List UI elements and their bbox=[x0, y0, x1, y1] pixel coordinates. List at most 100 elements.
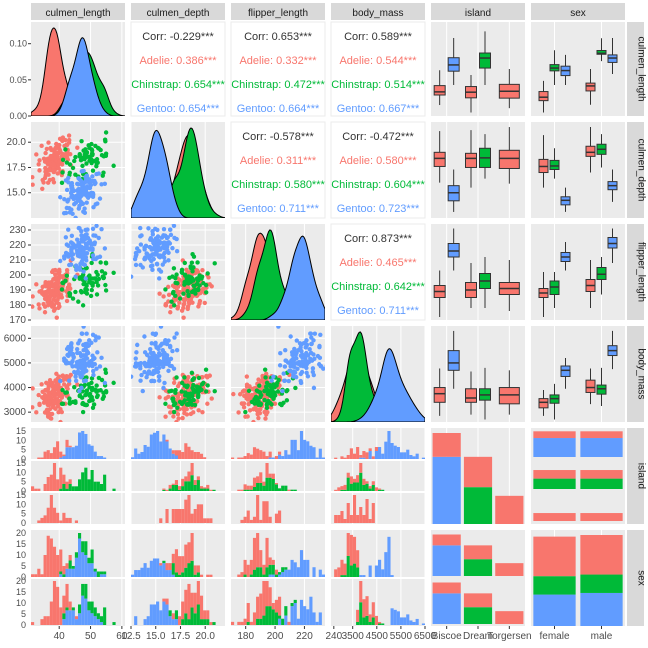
bar-Adelie bbox=[533, 431, 576, 439]
hist-bar-Gentoo bbox=[284, 569, 288, 577]
point-Gentoo bbox=[97, 254, 103, 259]
point-Adelie bbox=[262, 409, 267, 415]
box-Adelie bbox=[433, 387, 446, 403]
bar-Adelie bbox=[495, 611, 524, 624]
point-Chinstrap bbox=[263, 375, 268, 380]
point-Adelie bbox=[171, 380, 177, 385]
point-Chinstrap bbox=[89, 141, 94, 147]
point-Adelie bbox=[67, 282, 72, 287]
ytick-label-count: 10 bbox=[16, 499, 26, 509]
corr-text-Gentoo: Gentoo: 0.723*** bbox=[337, 203, 420, 215]
density-Gentoo bbox=[131, 129, 225, 218]
panel-island-culmen_depth bbox=[131, 428, 225, 524]
point-Gentoo bbox=[69, 341, 74, 346]
point-Adelie bbox=[53, 267, 58, 273]
point-Gentoo bbox=[324, 364, 325, 368]
point-Gentoo bbox=[90, 246, 95, 251]
strip-top-label-sex: sex bbox=[570, 8, 586, 19]
hist-bar-Gentoo bbox=[390, 443, 394, 459]
hist-bar-Chinstrap bbox=[93, 481, 97, 491]
point-Gentoo bbox=[99, 182, 104, 187]
hist-bar-Adelie bbox=[181, 478, 185, 487]
point-Gentoo bbox=[84, 251, 90, 256]
point-Adelie bbox=[51, 404, 56, 410]
point-Gentoo bbox=[96, 171, 101, 176]
corr-text-overall: Corr: 0.873*** bbox=[344, 233, 413, 245]
point-Gentoo bbox=[282, 378, 288, 383]
bar-Adelie bbox=[495, 563, 524, 576]
panel-culmen_depth-sex bbox=[531, 122, 625, 218]
point-Chinstrap bbox=[103, 390, 109, 395]
point-Gentoo bbox=[95, 201, 100, 206]
point-Gentoo bbox=[304, 370, 309, 376]
hist-bar-Gentoo bbox=[81, 595, 85, 625]
hist-bar-Adelie bbox=[62, 566, 66, 575]
point-Gentoo bbox=[63, 210, 69, 216]
hist-bar-Adelie bbox=[274, 513, 278, 523]
point-Chinstrap bbox=[191, 382, 196, 388]
point-Chinstrap bbox=[63, 390, 68, 395]
hist-bar-Gentoo bbox=[318, 569, 322, 577]
point-Gentoo bbox=[169, 363, 174, 369]
point-Chinstrap bbox=[192, 402, 198, 408]
point-Gentoo bbox=[150, 263, 155, 268]
point-Chinstrap bbox=[203, 367, 209, 372]
hist-bar-Adelie bbox=[162, 598, 166, 602]
point-Chinstrap bbox=[189, 370, 195, 376]
point-Gentoo bbox=[67, 378, 72, 383]
point-Gentoo bbox=[154, 345, 159, 350]
hist-bar-Adelie bbox=[190, 592, 194, 608]
hist-bar-Adelie bbox=[343, 457, 347, 459]
point-Adelie bbox=[52, 400, 57, 405]
point-Gentoo bbox=[166, 368, 171, 374]
point-Chinstrap bbox=[77, 152, 82, 157]
point-Adelie bbox=[165, 284, 171, 290]
point-Chinstrap bbox=[76, 299, 81, 304]
hist-bar-Adelie bbox=[187, 495, 191, 523]
point-Gentoo bbox=[82, 356, 88, 362]
hist-bar-Adelie bbox=[365, 596, 369, 616]
point-Chinstrap bbox=[212, 388, 217, 394]
box-Adelie bbox=[498, 149, 520, 169]
point-Adelie bbox=[47, 394, 52, 400]
xtick-label-culmen_depth: 20.0 bbox=[195, 631, 215, 642]
point-Adelie bbox=[45, 303, 51, 308]
hist-bar-Adelie bbox=[278, 510, 282, 523]
hist-bar-Chinstrap bbox=[340, 575, 344, 577]
hist-bar-Gentoo bbox=[81, 431, 85, 459]
point-Adelie bbox=[51, 389, 57, 395]
ytick-label-culmen_depth: 17.5 bbox=[7, 162, 27, 173]
hist-bar-Adelie bbox=[356, 515, 360, 523]
xtick-label-culmen_length: 60 bbox=[116, 631, 128, 642]
hist-bar-Adelie bbox=[246, 603, 250, 622]
point-Chinstrap bbox=[262, 397, 267, 403]
point-Gentoo bbox=[132, 256, 138, 262]
hist-bar-Adelie bbox=[56, 441, 60, 459]
hist-bar-Gentoo bbox=[359, 575, 363, 577]
hist-bar-Gentoo bbox=[293, 603, 297, 625]
point-Chinstrap bbox=[182, 272, 188, 278]
hist-bar-Chinstrap bbox=[65, 607, 69, 611]
point-Chinstrap bbox=[99, 377, 105, 383]
point-Gentoo bbox=[297, 341, 303, 346]
xtick-label-body_mass: 6500 bbox=[414, 631, 437, 642]
hist-bar-Gentoo bbox=[409, 620, 413, 625]
hist-bar-Adelie bbox=[31, 622, 35, 625]
hist-bar-Adelie bbox=[209, 574, 213, 577]
ytick-label-count: 0 bbox=[21, 454, 26, 464]
hist-bar-Chinstrap bbox=[71, 607, 75, 611]
hist-bar-Gentoo bbox=[93, 616, 97, 625]
point-Gentoo bbox=[90, 253, 96, 258]
xtick-label-culmen_depth: 15.0 bbox=[146, 631, 166, 642]
point-Adelie bbox=[50, 301, 55, 306]
point-Gentoo bbox=[269, 378, 274, 383]
point-Gentoo bbox=[131, 374, 134, 379]
point-Chinstrap bbox=[279, 402, 284, 408]
point-Adelie bbox=[171, 414, 176, 419]
hist-bar-Adelie bbox=[271, 473, 275, 479]
point-Chinstrap bbox=[63, 278, 68, 283]
point-Gentoo bbox=[90, 353, 95, 358]
hist-bar-Adelie bbox=[268, 516, 272, 523]
hist-bar-Adelie bbox=[249, 621, 253, 625]
point-Adelie bbox=[241, 405, 247, 410]
